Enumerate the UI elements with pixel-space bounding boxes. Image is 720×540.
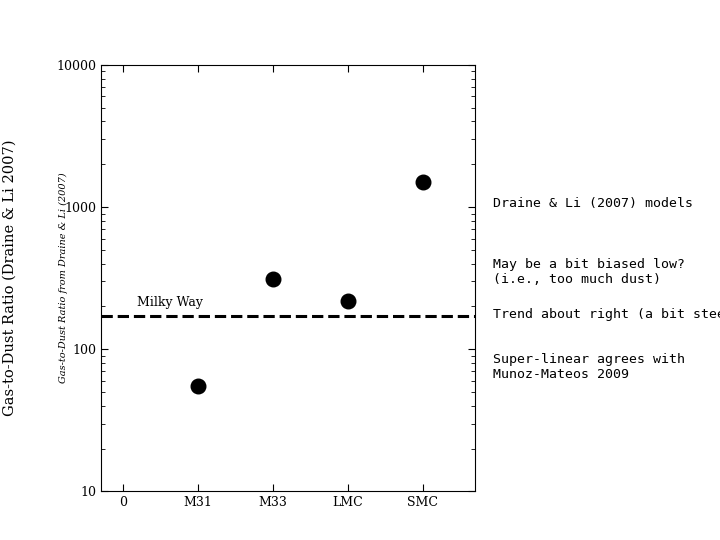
Text: Trend about right (a bit steep?): Trend about right (a bit steep?) (493, 308, 720, 321)
Text: Gas-to-Dust Ratio from Draine & Li (2007): Gas-to-Dust Ratio from Draine & Li (2007… (59, 173, 68, 383)
Point (417, 178, 428, 186)
Text: Milky Way: Milky Way (137, 296, 203, 309)
Point (267, 275, 279, 284)
Point (342, 296, 354, 305)
Text: Super-linear agrees with
Munoz-Mateos 2009: Super-linear agrees with Munoz-Mateos 20… (493, 353, 685, 381)
Text: Sanity Check on Dust-to-Gas Ratio: Sanity Check on Dust-to-Gas Ratio (11, 14, 449, 37)
Text: May be a bit biased low?
(i.e., too much dust): May be a bit biased low? (i.e., too much… (493, 258, 685, 286)
Text: Draine & Li (2007) models: Draine & Li (2007) models (493, 198, 693, 211)
Point (192, 382, 204, 390)
Y-axis label: Gas-to-Dust Ratio (Draine & Li 2007): Gas-to-Dust Ratio (Draine & Li 2007) (3, 140, 17, 416)
